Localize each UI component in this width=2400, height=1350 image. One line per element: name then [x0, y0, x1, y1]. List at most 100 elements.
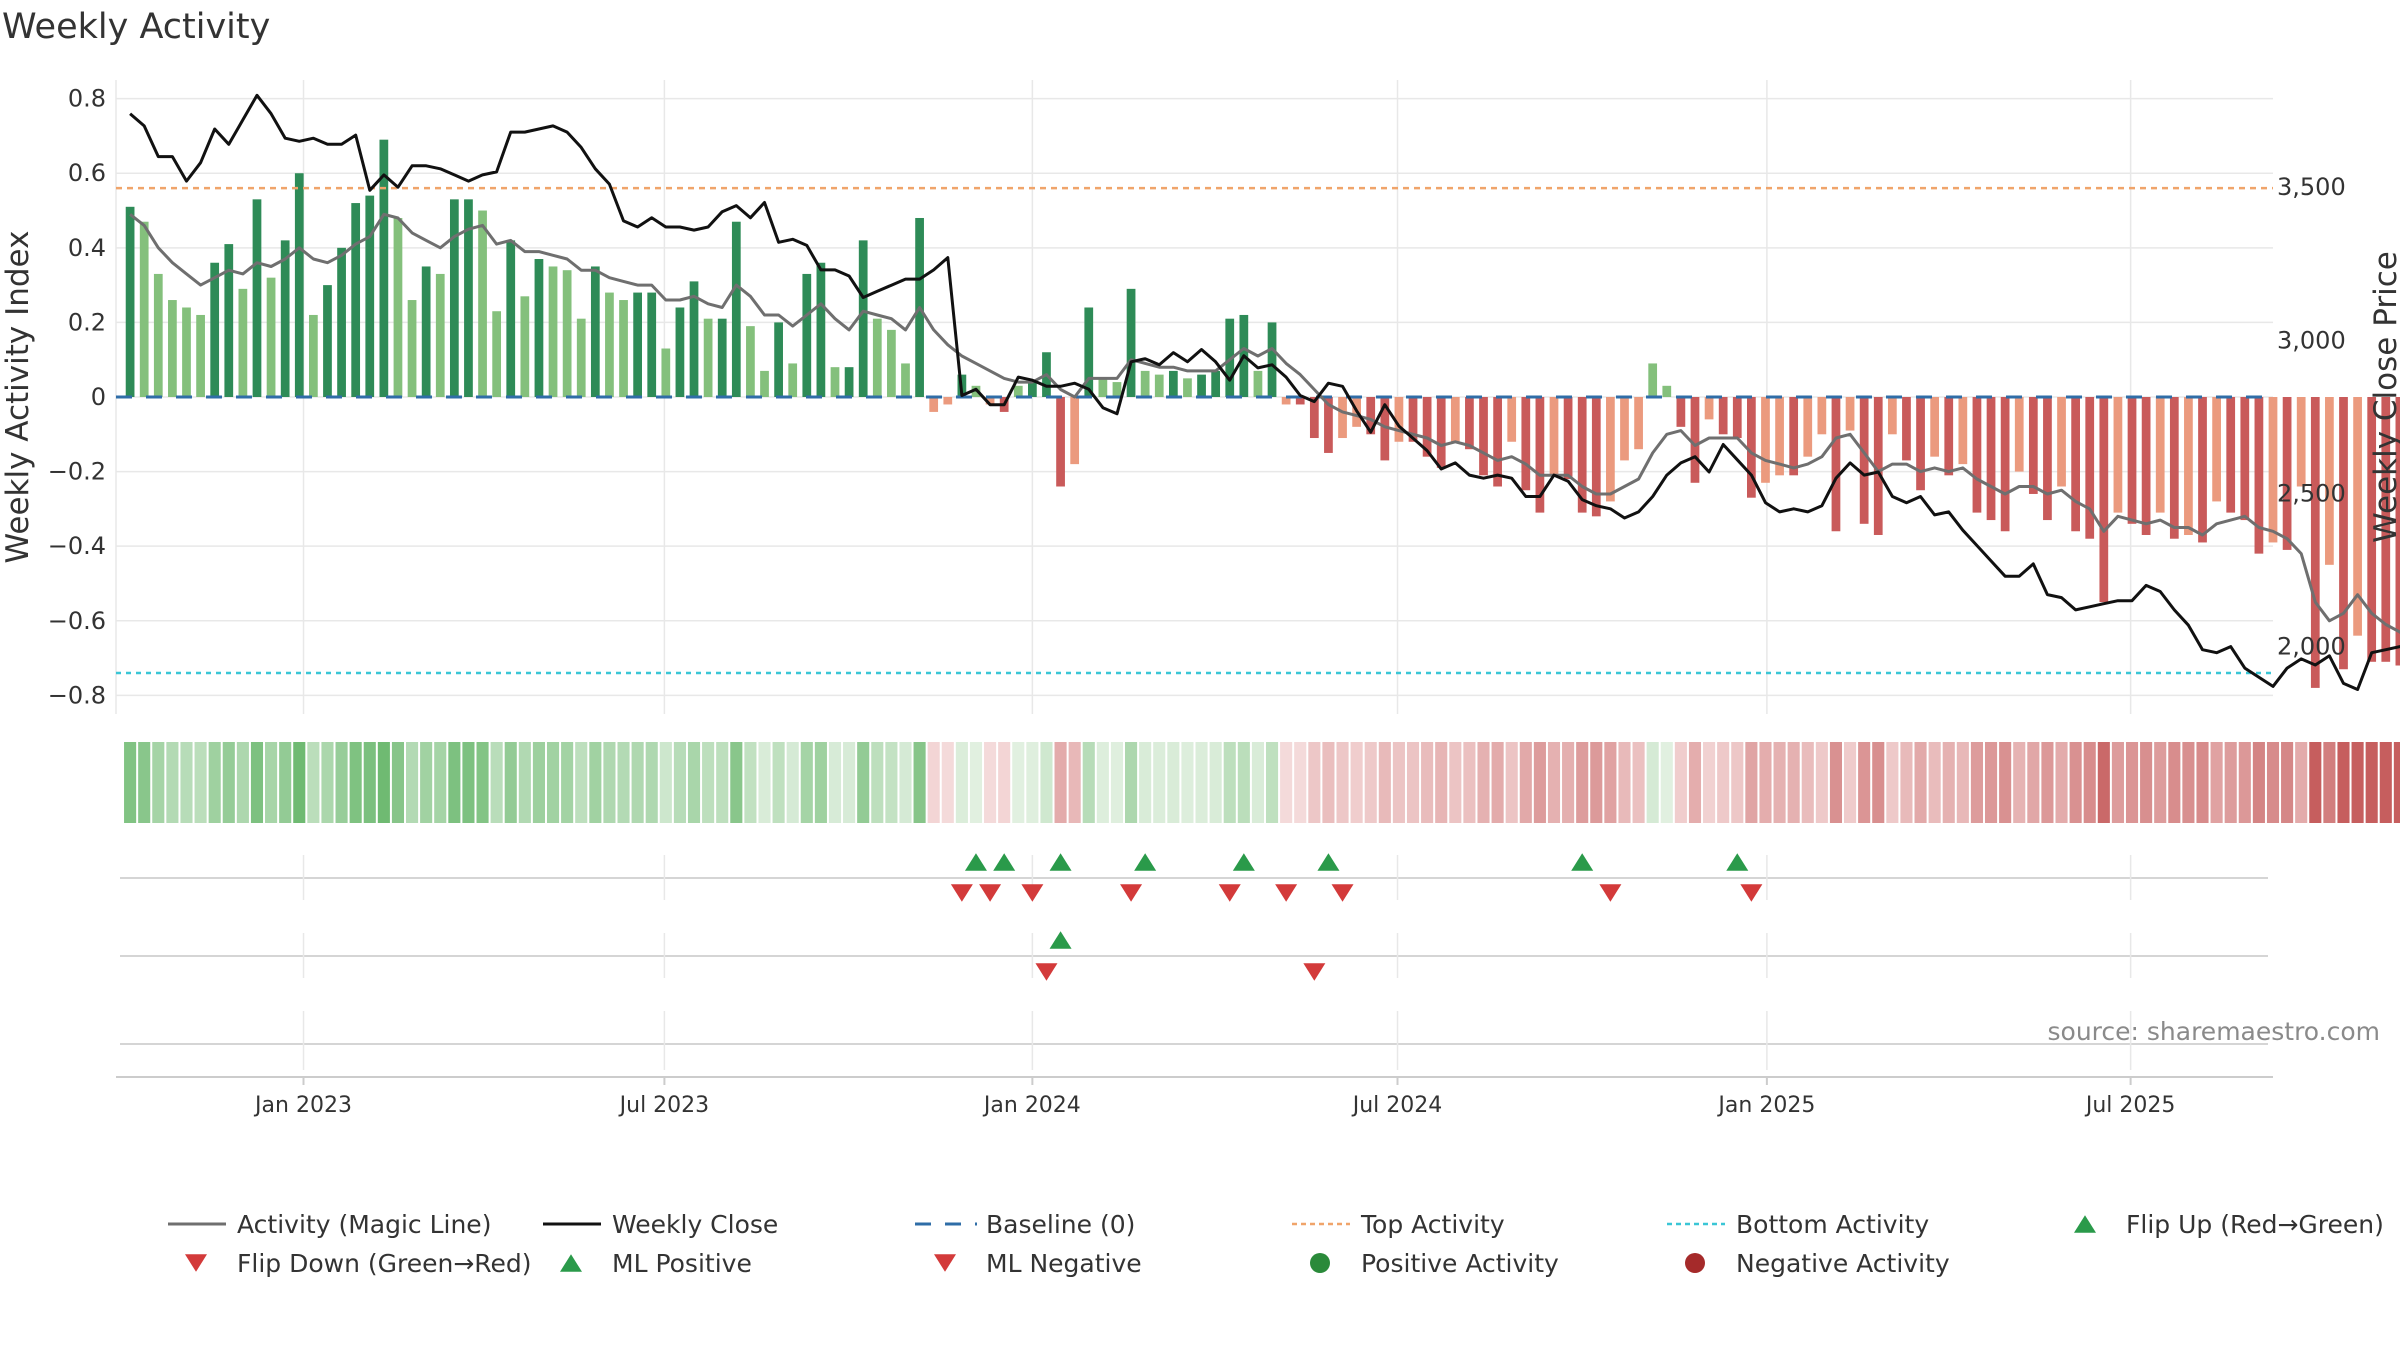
activity-bar — [1789, 397, 1799, 476]
ribbon-cell — [913, 742, 926, 823]
activity-bar — [2028, 397, 2038, 494]
activity-bar — [675, 307, 685, 397]
ribbon-cell — [1815, 742, 1828, 823]
activity-bar — [1295, 397, 1305, 405]
ribbon-cell — [561, 742, 574, 823]
legend-label: Negative Activity — [1736, 1249, 1950, 1278]
y2-tick-label: 3,000 — [2277, 326, 2346, 354]
y2-tick-label: 2,000 — [2277, 633, 2346, 661]
ribbon-cell — [1547, 742, 1561, 823]
legend-swatch — [2074, 1215, 2096, 1233]
y2-tick-label: 3,500 — [2277, 173, 2346, 201]
activity-bar — [1479, 397, 1488, 476]
ml-negative-marker — [1303, 963, 1326, 981]
flip-down-marker — [979, 884, 1002, 902]
activity-bar — [774, 322, 783, 397]
ribbon-cell — [2365, 742, 2378, 823]
ribbon-cell — [828, 742, 842, 823]
ribbon-cell — [1251, 742, 1264, 823]
ribbon-cell — [2111, 742, 2124, 823]
legend-swatch — [1310, 1253, 1330, 1273]
legend-label: ML Negative — [986, 1249, 1142, 1278]
activity-bar — [1563, 397, 1573, 480]
ribbon-cell — [546, 742, 560, 823]
ribbon-cell — [2379, 742, 2392, 823]
activity-bar — [633, 292, 642, 397]
activity-bar — [2127, 397, 2137, 524]
activity-bar — [1986, 397, 1996, 521]
activity-bar — [2184, 397, 2193, 535]
signal-strips — [116, 855, 2273, 1078]
ribbon-cell — [434, 742, 447, 823]
ribbon-cell — [2154, 742, 2167, 823]
y2-axis-ticks: 3,500 3,000 2,500 2,000 — [2277, 173, 2346, 660]
activity-bar — [1747, 397, 1756, 498]
activity-bar — [731, 221, 741, 397]
activity-bar — [168, 300, 177, 397]
ribbon-cell — [2281, 742, 2294, 823]
activity-bar — [2043, 397, 2052, 521]
y-tick-label: 0.8 — [68, 85, 106, 113]
ribbon-cell — [2125, 742, 2139, 823]
activity-bar — [1732, 397, 1742, 439]
activity-bar — [1056, 397, 1065, 487]
ribbon-cell — [1026, 742, 1039, 823]
legend-item: Flip Down (Green→Red) — [185, 1249, 532, 1278]
ribbon-cell — [2069, 742, 2082, 823]
activity-bar — [1591, 397, 1601, 517]
flip-down-marker — [950, 884, 973, 902]
ribbon-cell — [307, 742, 320, 823]
ribbon-cell — [194, 742, 207, 823]
ribbon-cell — [2140, 742, 2153, 823]
signal-markers — [950, 853, 1763, 981]
activity-bar — [1634, 397, 1643, 450]
activity-bar — [1394, 397, 1404, 442]
activity-bar — [1690, 397, 1700, 483]
ribbon-cell — [786, 742, 799, 823]
activity-bar — [1873, 397, 1883, 535]
ribbon-cell — [1068, 742, 1081, 823]
flip-down-marker — [1120, 884, 1143, 902]
activity-bar — [1154, 374, 1164, 397]
ribbon-cell — [1886, 742, 1899, 823]
activity-bar — [449, 199, 459, 397]
legend-item: Bottom Activity — [1667, 1210, 1929, 1239]
legend-item: Flip Up (Red→Green) — [2074, 1210, 2384, 1239]
ribbon-cell — [1237, 742, 1250, 823]
activity-bar — [379, 139, 389, 397]
activity-bar — [1972, 397, 1982, 513]
ribbon-cell — [208, 742, 221, 823]
activity-bar — [1408, 397, 1418, 442]
ribbon-cell — [1223, 742, 1236, 823]
activity-bar — [1507, 397, 1517, 442]
ribbon-cell — [1082, 742, 1095, 823]
activity-bar — [1887, 397, 1897, 435]
activity-bar — [1070, 397, 1080, 465]
ribbon-cell — [1350, 742, 1363, 823]
ribbon-cell — [1928, 742, 1941, 823]
legend-label: Flip Up (Red→Green) — [2126, 1210, 2384, 1239]
ribbon-cell — [744, 742, 757, 823]
series-lines — [129, 93, 2400, 691]
activity-bar — [2057, 397, 2066, 487]
ribbon-cell — [1533, 742, 1546, 823]
ribbon-cell — [2210, 742, 2223, 823]
activity-bar — [1197, 374, 1206, 397]
activity-bar — [1577, 397, 1587, 513]
activity-bar — [2268, 397, 2278, 543]
legend-label: Baseline (0) — [986, 1210, 1135, 1239]
ribbon-cell — [2238, 742, 2251, 823]
activity-bar — [1084, 307, 1094, 397]
activity-bar — [1183, 378, 1192, 397]
ribbon-cell — [843, 742, 856, 823]
activity-bar — [2000, 397, 2010, 532]
ribbon-cell — [490, 742, 503, 823]
activity-bar — [1013, 385, 1023, 397]
activity-bar — [1380, 397, 1390, 461]
x-tick-label: Jan 2025 — [1716, 1093, 1815, 1118]
activity-bar — [407, 300, 417, 397]
legend-swatch — [185, 1254, 207, 1272]
activity-bar — [1112, 382, 1122, 397]
activity-bar — [1930, 397, 1940, 457]
activity-bar — [337, 247, 346, 397]
